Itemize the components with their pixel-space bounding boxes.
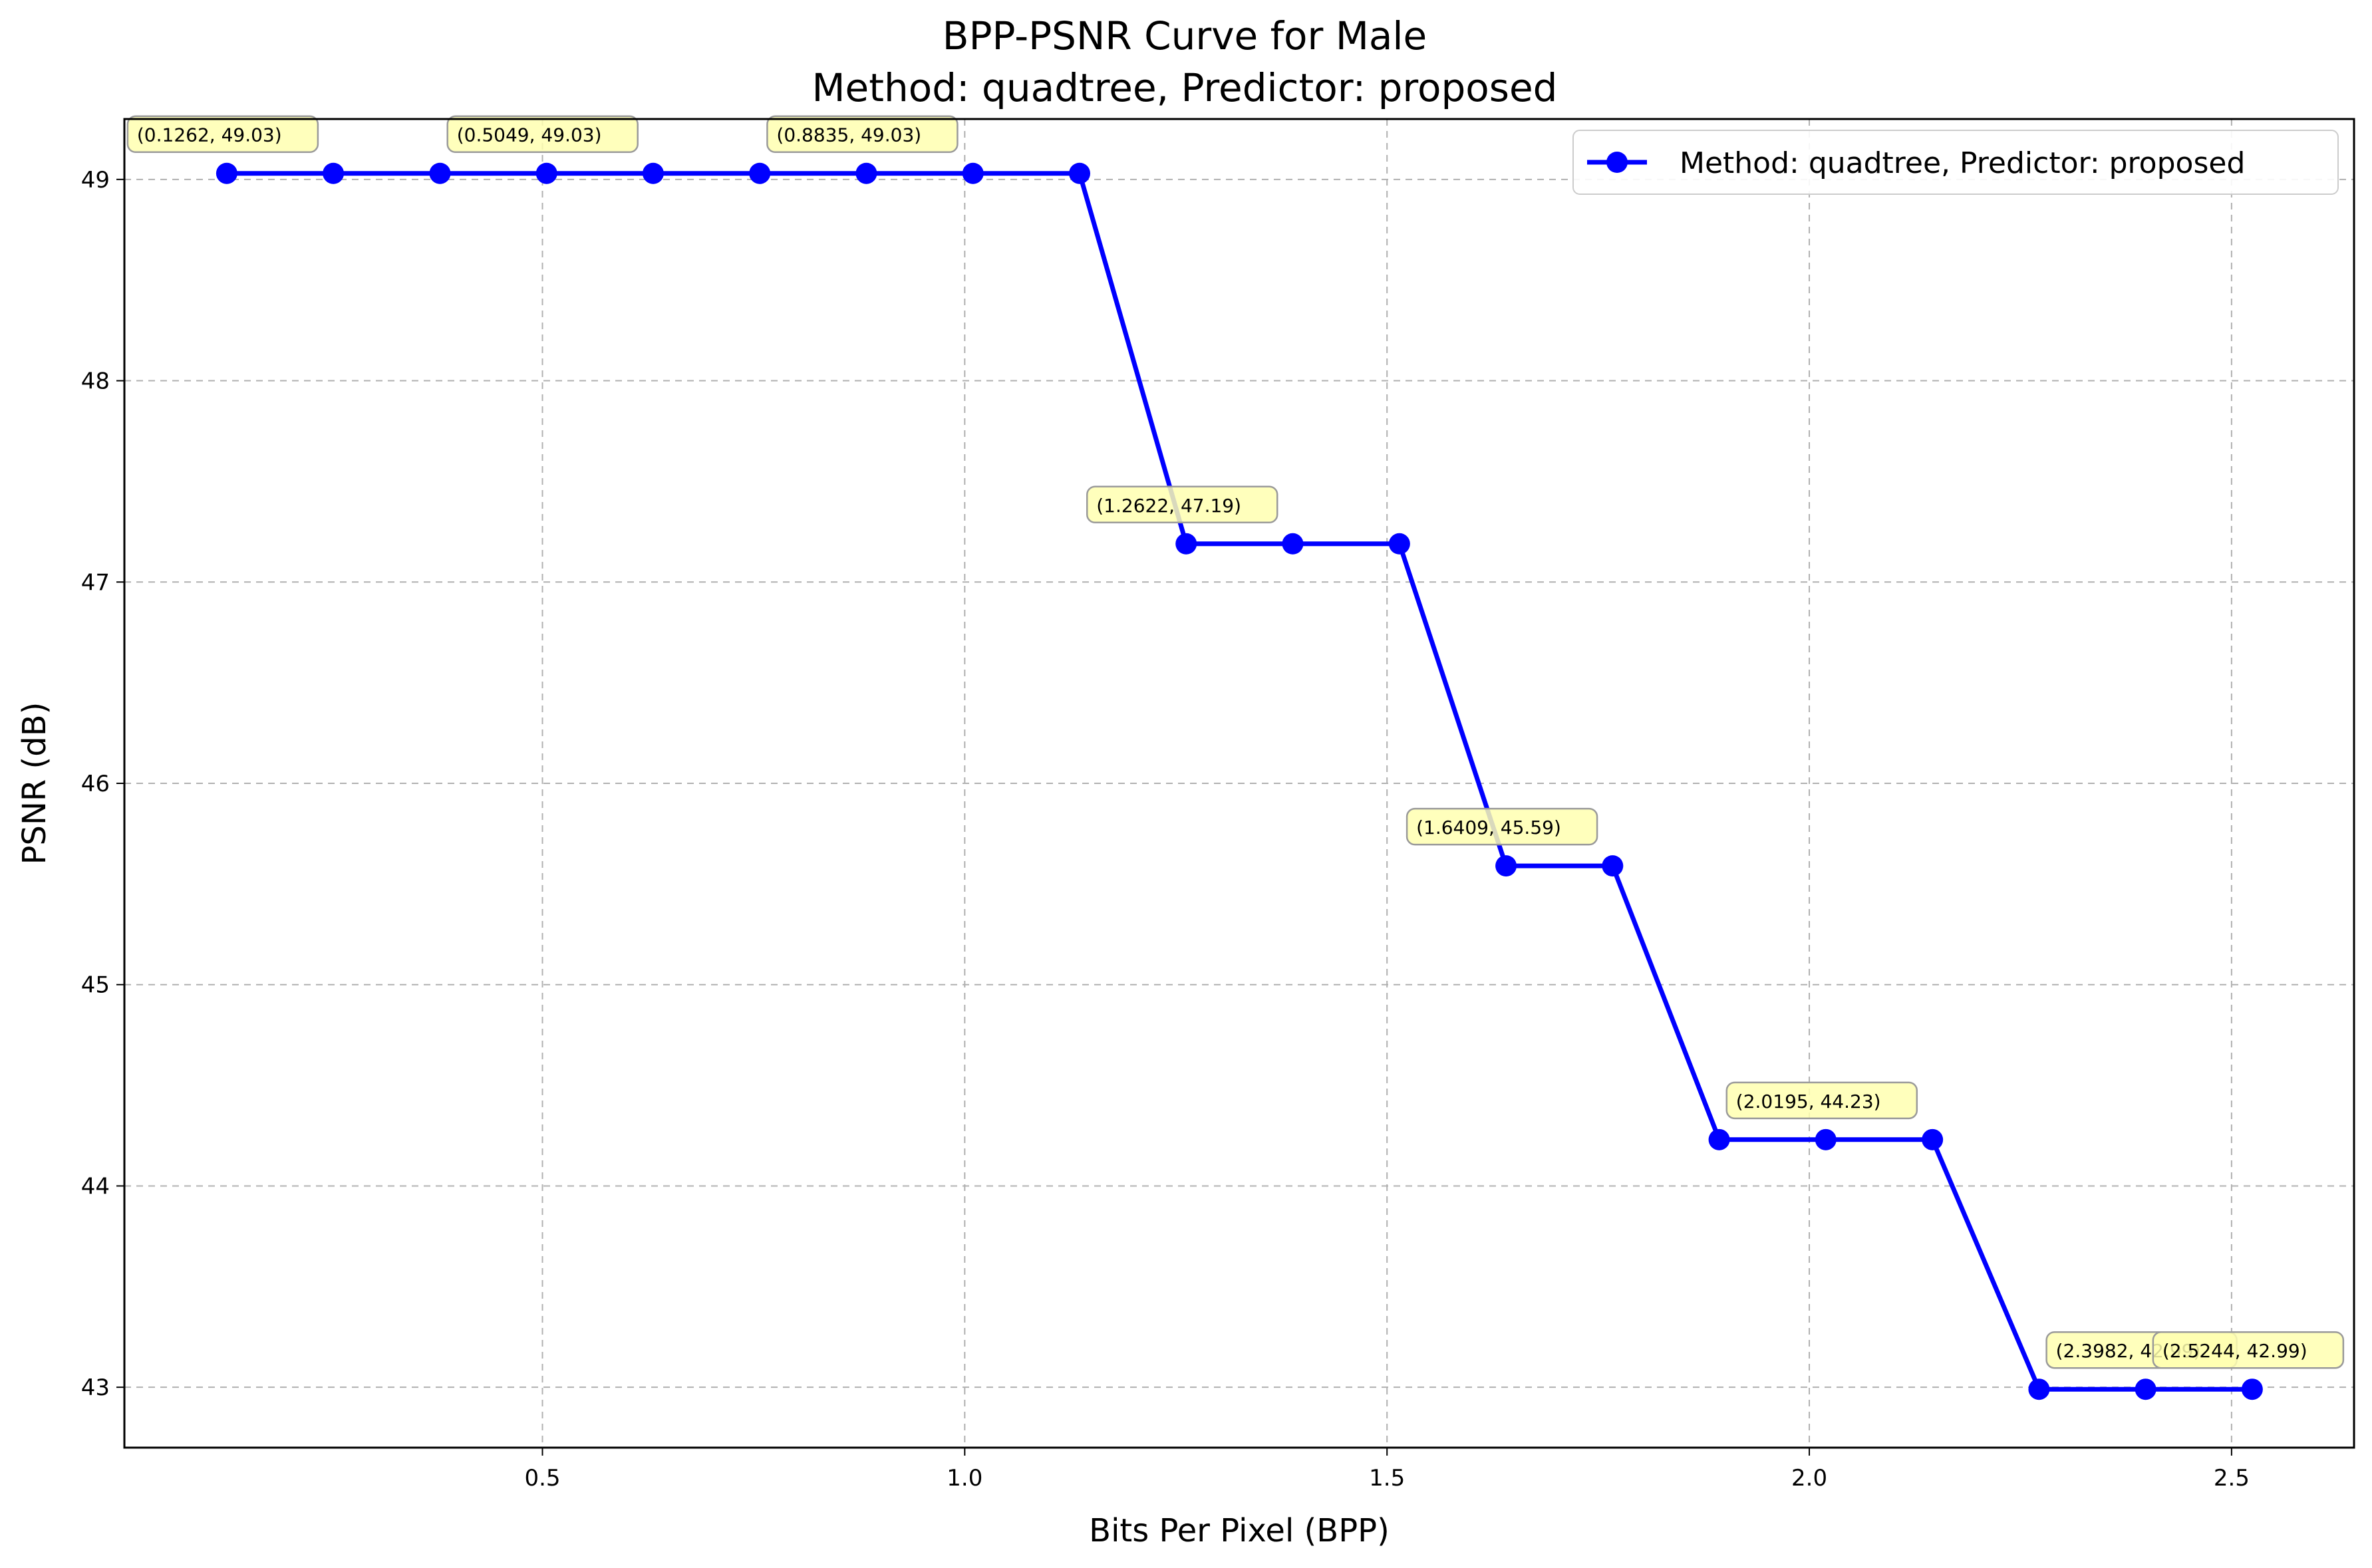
annotation-box [1086,485,1278,524]
x-tick-label: 1.5 [1369,1465,1405,1492]
annotation-label: (0.5049, 49.03) [457,124,602,146]
annotation-box [446,115,639,153]
y-tick-label: 43 [81,1374,110,1401]
grid-layer [124,119,2354,1448]
x-tick-label: 1.0 [947,1465,982,1492]
y-tick-label: 44 [81,1173,110,1200]
data-point [1495,855,1517,877]
annotation-label: (0.8835, 49.03) [776,124,921,146]
annotation-box [766,115,959,153]
data-annotation: (2.0195, 44.23) [1725,1081,1918,1120]
series-line [226,171,2252,1392]
data-point [1069,162,1091,184]
x-tick-label: 0.5 [524,1465,560,1492]
data-point [1388,533,1410,555]
y-tick-label: 46 [81,771,110,797]
data-annotation: (0.1262, 49.03) [126,115,319,153]
data-point [2241,1378,2263,1400]
data-point [323,162,345,184]
x-axis-label: Bits Per Pixel (BPP) [1089,1512,1390,1549]
data-point [749,162,771,184]
legend: Method: quadtree, Predictor: proposed [1572,130,2339,195]
annotation-label: (2.5244, 42.99) [2162,1340,2307,1362]
data-point [429,162,451,184]
data-point [1708,1128,1730,1150]
annotation-box [1406,807,1598,846]
annotation-label: (2.0195, 44.23) [1736,1091,1881,1112]
data-annotation: (0.5049, 49.03) [446,115,639,153]
annotation-box [1725,1081,1918,1120]
data-annotation: (1.2622, 47.19) [1086,485,1278,524]
data-point [2135,1378,2156,1400]
y-tick-label: 47 [81,569,110,596]
legend-entry-label: Method: quadtree, Predictor: proposed [1680,146,2245,180]
y-tick-label: 48 [81,368,110,395]
data-annotation: (1.6409, 45.59) [1406,807,1598,846]
data-point [1602,855,1624,877]
y-tick-label: 45 [81,972,110,999]
annotation-label: (1.2622, 47.19) [1096,495,1241,517]
legend-frame [1572,130,2339,195]
data-point [535,162,557,184]
data-point [1282,533,1304,555]
tick-layer: 0.5 1.0 1.5 2.0 2.5 43 44 45 46 47 48 49 [81,167,2250,1492]
data-point [855,162,877,184]
data-point [1815,1128,1837,1150]
data-annotation: (2.5244, 42.99) [2152,1331,2345,1369]
data-point [216,162,237,184]
y-axis-label: PSNR (dB) [16,702,53,865]
annotation-layer: (0.1262, 49.03) (0.5049, 49.03) (0.8835, 4… [126,115,2345,1369]
data-point [642,162,664,184]
chart-title: BPP-PSNR Curve for Male [943,13,1427,59]
x-tick-label: 2.0 [1791,1465,1827,1492]
series-layer [216,162,2263,1400]
annotation-label: (0.1262, 49.03) [137,124,282,146]
chart-subtitle: Method: quadtree, Predictor: proposed [812,65,1558,110]
annotation-label: (1.6409, 45.59) [1416,817,1561,839]
legend-marker-swatch [1606,152,1628,173]
data-point [1922,1128,1944,1150]
annotation-box [126,115,319,153]
data-annotation: (0.8835, 49.03) [766,115,959,153]
annotation-box [2152,1331,2345,1369]
data-point [962,162,984,184]
y-tick-label: 49 [81,167,110,194]
data-point [2028,1378,2050,1400]
x-tick-label: 2.5 [2214,1465,2250,1492]
data-point [1175,533,1197,555]
